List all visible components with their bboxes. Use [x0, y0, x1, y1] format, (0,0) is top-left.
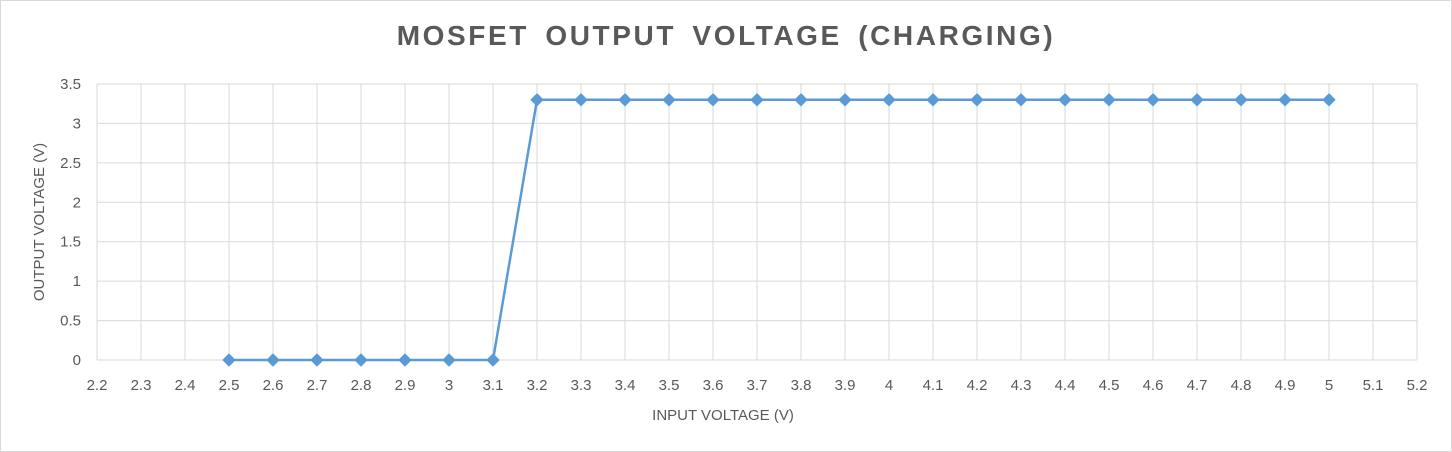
- x-tick-label: 5.1: [1363, 377, 1384, 394]
- series-line-path: [227, 98, 1331, 362]
- data-point-marker: [1234, 93, 1248, 107]
- x-tick-label: 3: [445, 377, 453, 394]
- x-tick-label: 2.9: [395, 377, 416, 394]
- data-point-marker: [222, 353, 236, 367]
- gridlines: [96, 83, 1418, 361]
- x-tick-label: 4.7: [1187, 377, 1208, 394]
- y-tick-label: 0.5: [60, 313, 81, 330]
- x-tick-label: 4.8: [1231, 377, 1252, 394]
- data-point-marker: [398, 353, 412, 367]
- x-tick-label: 4.2: [967, 377, 988, 394]
- x-tick-label: 3.8: [791, 377, 812, 394]
- x-tick-label: 3.3: [571, 377, 592, 394]
- x-tick-label: 2.6: [263, 377, 284, 394]
- x-tick-label: 5: [1325, 377, 1333, 394]
- data-point-marker: [1102, 93, 1116, 107]
- data-markers: [222, 93, 1336, 367]
- x-tick-label: 3.5: [659, 377, 680, 394]
- x-tick-label: 2.7: [307, 377, 328, 394]
- data-point-marker: [926, 93, 940, 107]
- x-tick-label: 3.7: [747, 377, 768, 394]
- x-tick-label: 3.6: [703, 377, 724, 394]
- data-point-marker: [1058, 93, 1072, 107]
- x-tick-label: 4: [885, 377, 893, 394]
- x-tick-label: 5.2: [1407, 377, 1428, 394]
- x-tick-label: 3.1: [483, 377, 504, 394]
- data-point-marker: [618, 93, 632, 107]
- x-tick-label: 2.5: [219, 377, 240, 394]
- y-tick-label: 2.5: [60, 155, 81, 172]
- data-point-marker: [310, 353, 324, 367]
- data-point-marker: [1322, 93, 1336, 107]
- data-point-marker: [1014, 93, 1028, 107]
- x-tick-label: 2.2: [87, 377, 108, 394]
- y-tick-label: 0: [73, 352, 81, 369]
- x-tick-label: 3.2: [527, 377, 548, 394]
- data-point-marker: [706, 93, 720, 107]
- y-tick-label: 2: [73, 194, 81, 211]
- y-tick-label: 1: [73, 273, 81, 290]
- x-tick-labels: 2.2 2.3 2.4 2.5 2.6 2.7 2.8 2.9 3 3.1 3.2 3.3 3.4 3.5…: [87, 377, 1428, 394]
- y-tick-labels: 0 0.5 1 1.5 2 2.5 3 3.5: [60, 76, 81, 369]
- y-tick-label: 1.5: [60, 234, 81, 251]
- y-tick-label: 3: [73, 115, 81, 132]
- data-point-marker: [574, 93, 588, 107]
- chart-title: MOSFET OUTPUT VOLTAGE (CHARGING): [396, 20, 1056, 51]
- y-tick-label: 3.5: [60, 76, 81, 93]
- data-point-marker: [442, 353, 456, 367]
- data-point-marker: [1146, 93, 1160, 107]
- data-point-marker: [354, 353, 368, 367]
- x-tick-label: 4.6: [1143, 377, 1164, 394]
- data-point-marker: [530, 93, 544, 107]
- data-point-marker: [882, 93, 896, 107]
- x-tick-label: 4.3: [1011, 377, 1032, 394]
- x-tick-label: 4.4: [1055, 377, 1076, 394]
- data-point-marker: [662, 93, 676, 107]
- x-axis-title: INPUT VOLTAGE (V): [652, 407, 794, 424]
- data-point-marker: [750, 93, 764, 107]
- data-point-marker: [838, 93, 852, 107]
- data-point-marker: [486, 353, 500, 367]
- x-tick-label: 4.9: [1275, 377, 1296, 394]
- x-tick-label: 2.3: [131, 377, 152, 394]
- x-tick-label: 3.4: [615, 377, 636, 394]
- x-tick-label: 4.1: [923, 377, 944, 394]
- x-tick-label: 4.5: [1099, 377, 1120, 394]
- y-axis-title: OUTPUT VOLTAGE (V): [31, 143, 48, 301]
- data-point-marker: [266, 353, 280, 367]
- data-point-marker: [1190, 93, 1204, 107]
- x-tick-label: 2.4: [175, 377, 196, 394]
- data-point-marker: [1278, 93, 1292, 107]
- data-point-marker: [970, 93, 984, 107]
- series-line: [227, 98, 1331, 362]
- x-tick-label: 2.8: [351, 377, 372, 394]
- x-tick-label: 3.9: [835, 377, 856, 394]
- data-point-marker: [794, 93, 808, 107]
